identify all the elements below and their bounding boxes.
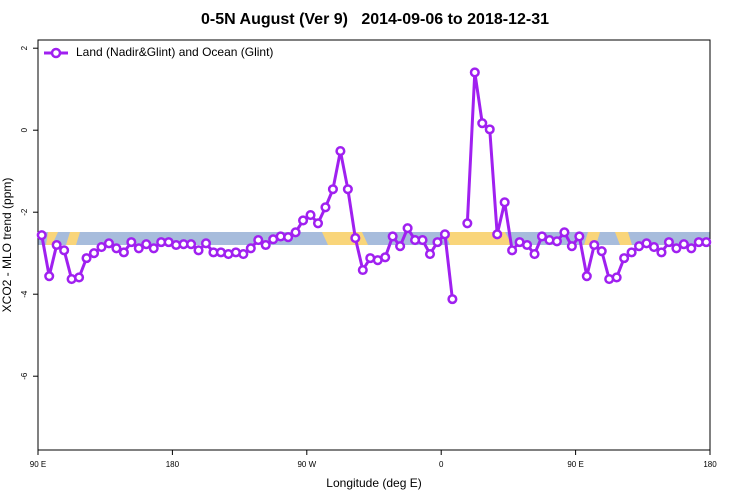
land-band [322,232,368,245]
chart-title: 0-5N August (Ver 9) 2014-09-06 to 2018-1… [201,11,549,28]
data-point [656,247,667,258]
data-point [283,232,294,243]
data-point [103,238,114,249]
data-point [59,245,70,256]
data-point [298,215,309,226]
data-point [678,239,689,250]
y-tick-label: -6 [20,372,29,380]
data-point [357,264,368,276]
data-point [342,184,353,195]
data-point [305,210,316,221]
data-point [462,218,473,229]
data-point [387,231,398,242]
data-point [51,239,62,251]
data-point [686,243,697,254]
data-point [559,227,570,238]
x-tick-label: 90 W [297,460,316,469]
data-point [186,239,197,250]
data-point [507,245,518,256]
data-point [522,239,533,251]
land-band [615,232,632,245]
data-point [574,231,585,242]
data-point [88,248,100,259]
data-point [432,237,443,248]
y-tick-label: 2 [20,45,29,50]
data-point [193,245,204,256]
data-point [200,238,212,249]
data-point [36,230,47,241]
data-point [589,239,600,251]
data-point [439,229,450,240]
data-point [312,218,324,229]
data-point [327,184,338,195]
data-point [126,237,137,248]
data-point [648,242,660,253]
x-axis-label: Longitude (deg E) [326,476,421,490]
data-point [424,248,436,260]
x-tick-label: 180 [703,460,717,469]
data-point [581,271,592,282]
data-point [238,248,249,260]
y-tick-label: -4 [20,290,29,298]
data-point [380,252,391,263]
data-point [417,235,428,246]
data-point [469,67,480,78]
data-point [619,253,630,264]
data-point [641,238,652,249]
x-tick-label: 90 E [567,460,583,469]
data-point [44,271,55,282]
x-tick-label: 0 [439,460,444,469]
data-point [74,272,85,283]
y-tick-label: -2 [20,208,29,216]
y-axis-label: XCO2 - MLO trend (ppm) [0,178,14,313]
data-point [111,243,122,254]
data-point [245,243,256,254]
series-line [40,70,707,300]
data-point [701,237,712,248]
land-band [46,232,58,245]
data-point [260,239,271,251]
data-point [402,223,413,234]
data-point [529,248,540,260]
data-point [536,231,548,242]
x-tick-label: 180 [166,460,180,469]
data-point [551,236,562,247]
data-point [477,118,488,129]
data-point [335,146,346,157]
legend-marker [50,47,62,59]
data-point [484,124,495,135]
data-point [596,246,607,257]
data-point [81,253,92,264]
data-point [133,243,144,254]
data-point [395,241,406,252]
data-point [253,235,264,246]
legend-label: Land (Nadir&Glint) and Ocean (Glint) [76,45,273,59]
data-point [566,241,577,252]
data-point [492,229,503,240]
x-tick-label: 90 E [30,460,46,469]
data-point [663,237,674,248]
data-point [96,242,107,253]
data-point [499,197,510,208]
data-point [611,272,622,283]
data-point [290,227,301,238]
ocean-band [38,232,710,245]
data-point [626,247,637,258]
data-point [447,294,458,305]
data-point [118,247,129,258]
y-tick-label: 0 [20,127,29,132]
data-point [148,243,159,254]
land-ocean-band [38,232,710,245]
data-point [320,202,331,213]
legend: Land (Nadir&Glint) and Ocean (Glint) [44,45,273,59]
data-point [671,243,682,254]
data-point [141,239,152,250]
land-band [66,232,80,245]
data-point [350,232,361,244]
